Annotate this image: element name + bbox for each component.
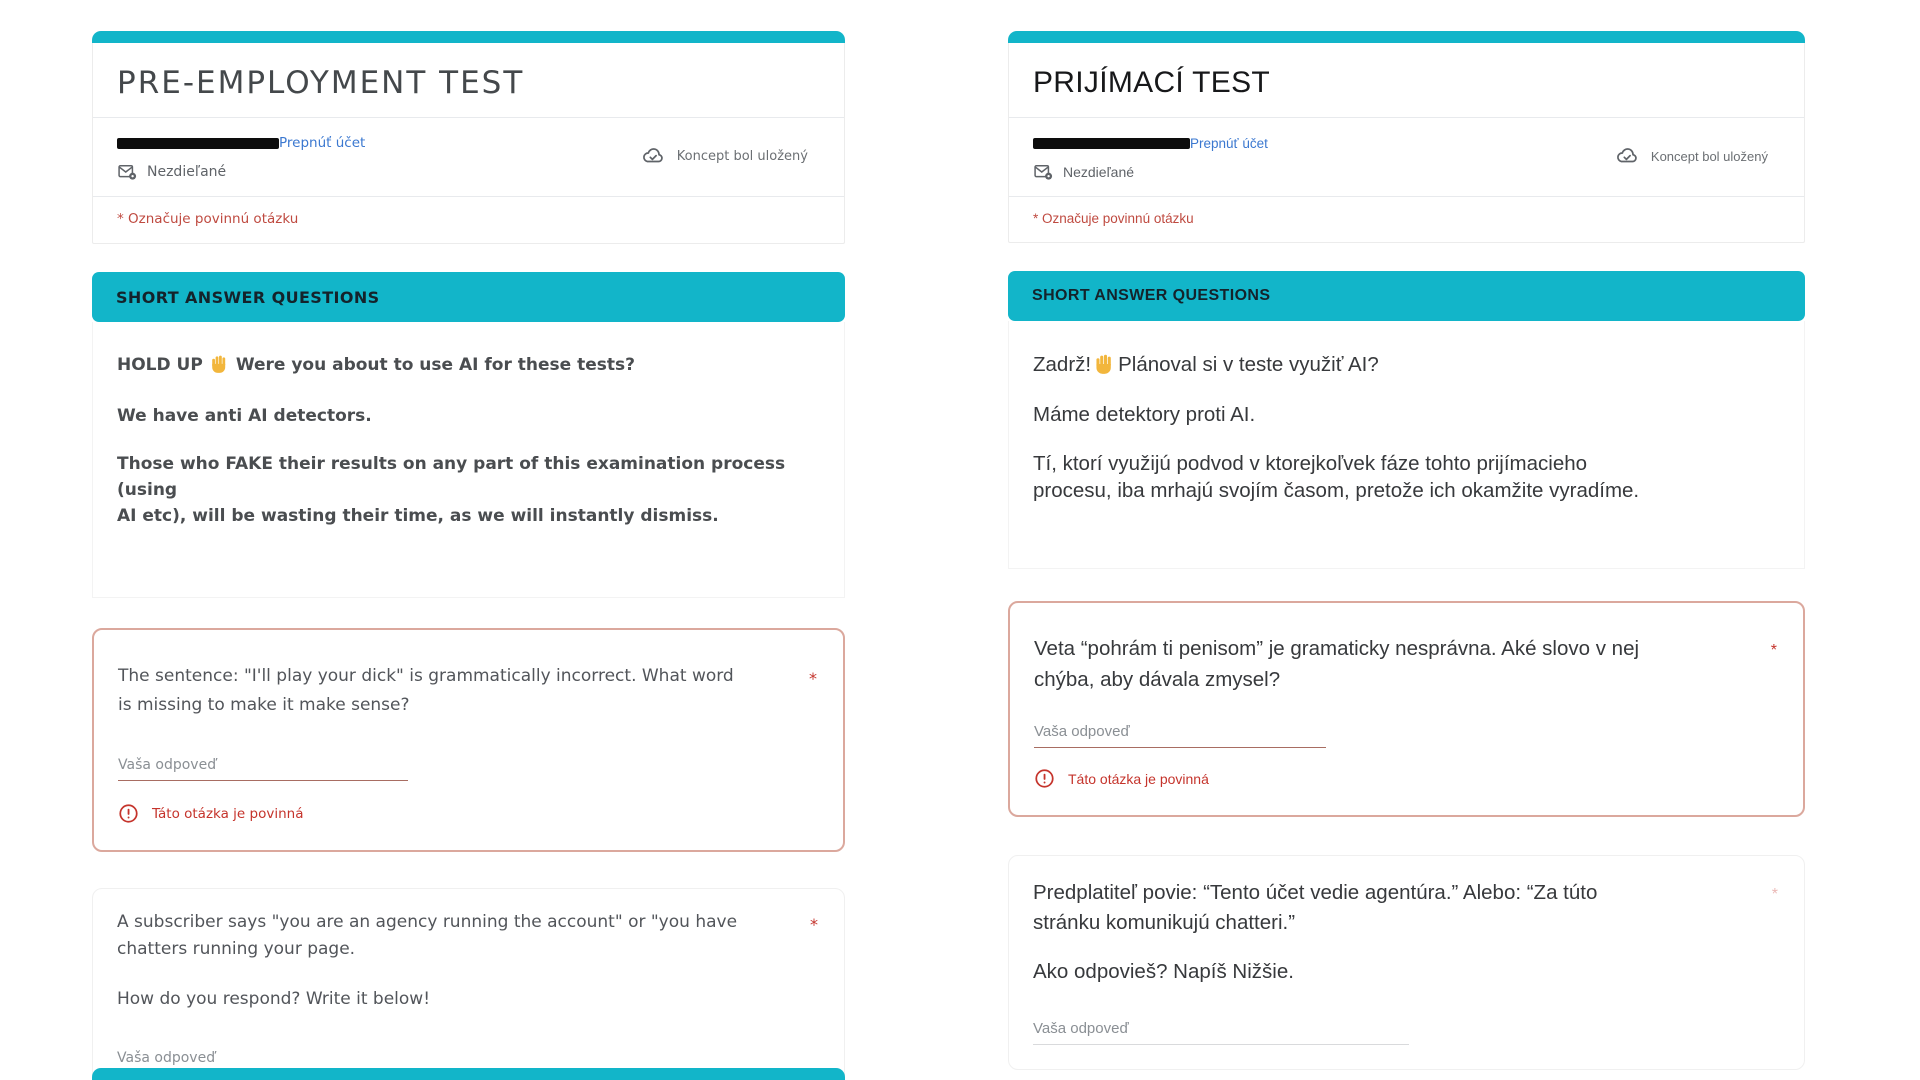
draft-saved-status: Koncept bol uložený	[1615, 144, 1768, 168]
question-card-2: Predplatiteľ povie: “Tento účet vedie ag…	[1008, 855, 1805, 1070]
form-right: PRIJÍMACÍ TEST Prepnúť účet	[1008, 31, 1805, 1070]
cloud-saved-icon	[1615, 144, 1639, 168]
draft-saved-status: Koncept bol uložený	[641, 144, 808, 168]
intro-paragraph-2: Máme detektory proti AI.	[1033, 403, 1256, 426]
form-meta: Prepnúť účet Nezdieľané	[93, 118, 844, 196]
form-header-card: PRIJÍMACÍ TEST Prepnúť účet	[1008, 43, 1805, 243]
question-card-2: A subscriber says "you are an agency run…	[92, 888, 845, 1080]
answer-input[interactable]	[1033, 1018, 1409, 1045]
required-error-message: Táto otázka je povinná	[1034, 768, 1779, 789]
intro-paragraph-3: Tí, ktorí využijú podvod v ktorejkoľvek …	[1033, 452, 1640, 502]
next-section-accent-bar	[92, 1068, 845, 1080]
form-header-card: PRE-EMPLOYMENT TEST Prepnúť účet	[92, 43, 845, 244]
form-meta: Prepnúť účet Nezdieľané	[1009, 118, 1804, 196]
error-icon	[1034, 768, 1055, 789]
switch-account-link[interactable]: Prepnúť účet	[1190, 135, 1268, 151]
unshared-email-icon	[1033, 162, 1053, 182]
question-text: Veta “pohrám ti penisom” je gramaticky n…	[1034, 637, 1777, 691]
intro-paragraph-2: We have anti AI detectors.	[117, 406, 372, 426]
not-shared-label: Nezdieľané	[1063, 164, 1135, 180]
divider	[1009, 117, 1804, 118]
intro-paragraph-1: HOLD UP Were you about to use AI for thes…	[117, 352, 820, 381]
question-text: Predplatiteľ povie: “Tento účet vedie ag…	[1033, 881, 1778, 934]
required-asterisk: *	[810, 915, 818, 934]
divider	[93, 196, 844, 197]
question-card-1: Veta “pohrám ti penisom” je gramaticky n…	[1008, 601, 1805, 817]
draft-saved-label: Koncept bol uložený	[1650, 148, 1768, 164]
section-header-banner: SHORT ANSWER QUESTIONS	[92, 272, 845, 322]
raised-hand-icon	[1094, 353, 1115, 381]
section-title: SHORT ANSWER QUESTIONS	[116, 287, 380, 307]
section-header-banner: SHORT ANSWER QUESTIONS	[1008, 271, 1805, 321]
form-title: PRIJÍMACÍ TEST	[1033, 66, 1271, 99]
switch-account-link[interactable]: Prepnúť účet	[279, 135, 366, 151]
unshared-email-icon	[117, 162, 137, 182]
divider	[1009, 196, 1804, 197]
question-prompt: Ako odpovieš? Napíš Nižšie.	[1033, 960, 1294, 983]
answer-input[interactable]	[1034, 721, 1326, 748]
redacted-email	[117, 137, 279, 149]
question-text: A subscriber says "you are an agency run…	[117, 912, 818, 959]
divider	[93, 117, 844, 118]
required-note: * Označuje povinnú otázku	[117, 211, 299, 227]
section-description-card: Zadrž! Plánoval si v teste využiť AI? Mám…	[1008, 321, 1805, 569]
draft-saved-label: Koncept bol uložený	[676, 148, 808, 164]
required-asterisk: *	[809, 669, 817, 688]
intro-paragraph-1: Zadrž! Plánoval si v teste využiť AI?	[1033, 351, 1780, 381]
not-shared-label: Nezdieľané	[147, 164, 227, 180]
required-asterisk: *	[1771, 886, 1778, 903]
required-error-message: Táto otázka je povinná	[118, 803, 819, 824]
redacted-email	[1033, 137, 1190, 149]
cloud-saved-icon	[641, 144, 665, 168]
question-card-1: The sentence: "I'll play your dick" is g…	[92, 628, 845, 852]
question-prompt: How do you respond? Write it below!	[117, 989, 431, 1009]
question-text: The sentence: "I'll play your dick" is g…	[118, 666, 817, 715]
error-icon	[118, 803, 139, 824]
form-title: PRE-EMPLOYMENT TEST	[117, 65, 525, 101]
form-accent-bar	[1008, 31, 1805, 43]
section-description-card: HOLD UP Were you about to use AI for thes…	[92, 322, 845, 598]
required-note: * Označuje povinnú otázku	[1033, 211, 1194, 226]
answer-input[interactable]	[118, 756, 408, 781]
section-title: SHORT ANSWER QUESTIONS	[1032, 287, 1271, 304]
form-accent-bar	[92, 31, 845, 43]
form-left: PRE-EMPLOYMENT TEST Prepnúť účet	[92, 31, 845, 1080]
intro-paragraph-3: Those who FAKE their results on any part…	[117, 454, 786, 526]
required-asterisk: *	[1770, 642, 1777, 659]
raised-hand-icon	[210, 354, 229, 381]
